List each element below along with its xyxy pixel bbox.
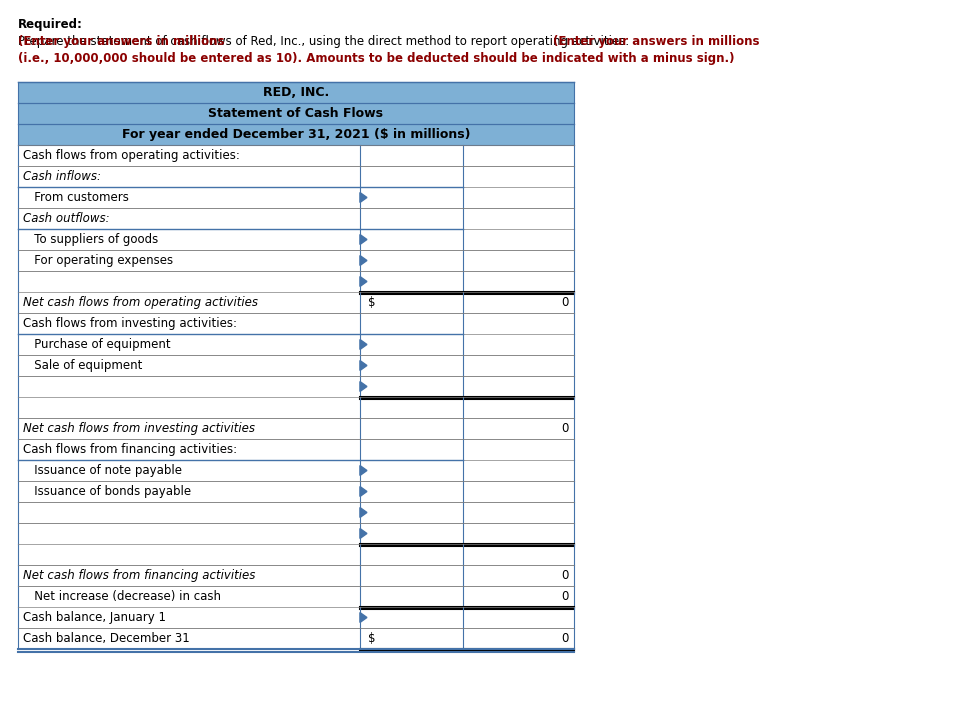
- Text: (Enter your answers in millions: (Enter your answers in millions: [553, 35, 759, 48]
- Text: 0: 0: [561, 590, 569, 603]
- Text: Sale of equipment: Sale of equipment: [23, 359, 143, 372]
- Text: 0: 0: [561, 569, 569, 582]
- Bar: [18, 586, 574, 607]
- Bar: [18, 544, 574, 565]
- Bar: [18, 103, 574, 124]
- Bar: [18, 229, 574, 250]
- Text: For operating expenses: For operating expenses: [23, 254, 173, 267]
- Bar: [18, 439, 574, 460]
- Bar: [18, 376, 574, 397]
- Polygon shape: [360, 192, 367, 203]
- Bar: [18, 187, 574, 208]
- Bar: [18, 355, 574, 376]
- Polygon shape: [360, 612, 367, 622]
- Polygon shape: [360, 508, 367, 517]
- Polygon shape: [360, 529, 367, 539]
- Text: Required:: Required:: [18, 18, 83, 31]
- Text: Net cash flows from financing activities: Net cash flows from financing activities: [23, 569, 255, 582]
- Polygon shape: [360, 360, 367, 370]
- Text: Net increase (decrease) in cash: Net increase (decrease) in cash: [23, 590, 221, 603]
- Text: Net cash flows from investing activities: Net cash flows from investing activities: [23, 422, 255, 435]
- Text: $: $: [368, 632, 376, 645]
- Bar: [18, 565, 574, 586]
- Polygon shape: [360, 465, 367, 475]
- Polygon shape: [360, 256, 367, 265]
- Bar: [18, 166, 574, 187]
- Text: Issuance of note payable: Issuance of note payable: [23, 464, 182, 477]
- Text: Statement of Cash Flows: Statement of Cash Flows: [209, 107, 384, 120]
- Text: Cash outflows:: Cash outflows:: [23, 212, 110, 225]
- Bar: [18, 313, 574, 334]
- Text: Cash flows from investing activities:: Cash flows from investing activities:: [23, 317, 237, 330]
- Text: Prepare the statement of cash flows of Red, Inc., using the direct method to rep: Prepare the statement of cash flows of R…: [18, 35, 633, 48]
- Text: Purchase of equipment: Purchase of equipment: [23, 338, 171, 351]
- Bar: [18, 82, 574, 103]
- Bar: [18, 292, 574, 313]
- Polygon shape: [360, 234, 367, 244]
- Bar: [18, 397, 574, 418]
- Bar: [18, 607, 574, 628]
- Text: To suppliers of goods: To suppliers of goods: [23, 233, 158, 246]
- Polygon shape: [360, 277, 367, 287]
- Bar: [18, 481, 574, 502]
- Bar: [18, 145, 574, 166]
- Text: For year ended December 31, 2021 ($ in millions): For year ended December 31, 2021 ($ in m…: [121, 128, 470, 141]
- Bar: [18, 628, 574, 649]
- Text: 0: 0: [561, 632, 569, 645]
- Text: $: $: [368, 296, 376, 309]
- Bar: [18, 418, 574, 439]
- Text: Net cash flows from operating activities: Net cash flows from operating activities: [23, 296, 258, 309]
- Text: 0: 0: [561, 296, 569, 309]
- Text: From customers: From customers: [23, 191, 129, 204]
- Text: Cash flows from operating activities:: Cash flows from operating activities:: [23, 149, 240, 162]
- Bar: [18, 502, 574, 523]
- Text: Cash flows from financing activities:: Cash flows from financing activities:: [23, 443, 237, 456]
- Text: (Enter your answers in millions: (Enter your answers in millions: [18, 35, 224, 48]
- Bar: [18, 460, 574, 481]
- Polygon shape: [360, 339, 367, 349]
- Polygon shape: [360, 382, 367, 391]
- Text: Issuance of bonds payable: Issuance of bonds payable: [23, 485, 191, 498]
- Bar: [18, 250, 574, 271]
- Text: Cash balance, December 31: Cash balance, December 31: [23, 632, 189, 645]
- Text: RED, INC.: RED, INC.: [263, 86, 329, 99]
- Bar: [18, 523, 574, 544]
- Bar: [18, 271, 574, 292]
- Polygon shape: [360, 486, 367, 496]
- Text: 0: 0: [561, 422, 569, 435]
- Text: Cash balance, January 1: Cash balance, January 1: [23, 611, 166, 624]
- Text: (i.e., 10,000,000 should be entered as 10). Amounts to be deducted should be ind: (i.e., 10,000,000 should be entered as 1…: [18, 52, 734, 65]
- Text: Cash inflows:: Cash inflows:: [23, 170, 101, 183]
- Bar: [18, 124, 574, 145]
- Bar: [18, 208, 574, 229]
- Bar: [18, 334, 574, 355]
